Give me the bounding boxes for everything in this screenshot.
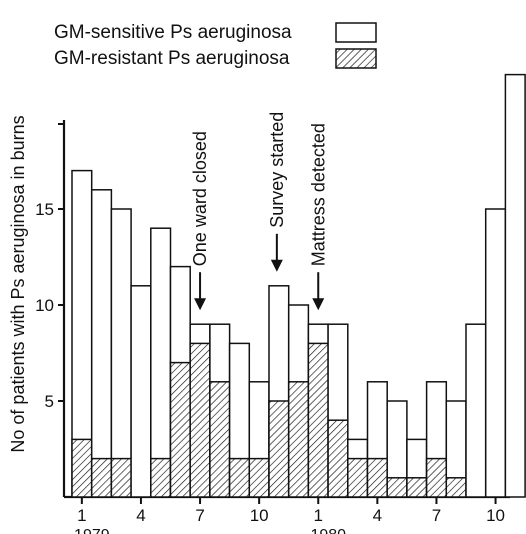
- bar-resistant-6: [171, 363, 191, 497]
- bar-resistant-11: [269, 401, 289, 497]
- y-tick-label-10: 10: [35, 296, 54, 315]
- x-tick-label-6: 7: [195, 506, 204, 525]
- y-tick-label-15: 15: [35, 200, 54, 219]
- year-label-1980: 1980: [310, 527, 346, 534]
- bar-total-4: [131, 286, 151, 497]
- legend-resistant-label: GM-resistant Ps aeruginosa: [54, 48, 290, 69]
- legend: GM-sensitive Ps aeruginosa GM-resistant …: [54, 22, 376, 69]
- annotation-arrow-head-1: [194, 298, 206, 310]
- bar-total-3: [111, 209, 131, 497]
- annotation-label-1: One ward closed: [190, 131, 210, 266]
- x-tick-label-12: 1: [314, 506, 323, 525]
- legend-sensitive-swatch: [336, 23, 376, 42]
- x-tick-label-18: 7: [432, 506, 441, 525]
- annotation-2: Survey started: [267, 112, 287, 272]
- bar-resistant-15: [348, 459, 368, 497]
- bar-resistant-3: [111, 459, 131, 497]
- x-tick-label-3: 4: [136, 506, 145, 525]
- annotation-label-3: Mattress detected: [308, 123, 328, 266]
- bar-resistant-5: [151, 459, 171, 497]
- annotation-arrow-head-2: [271, 260, 283, 272]
- legend-resistant-swatch: [336, 49, 376, 68]
- annotation-label-2: Survey started: [267, 112, 287, 228]
- bar-resistant-14: [328, 420, 348, 497]
- x-tick-labels: 1 4 7 10 1 4 7 10 1979 1980: [74, 497, 505, 534]
- bar-resistant-19: [427, 459, 447, 497]
- y-axis-label: No of patients with Ps aeruginosa in bur…: [8, 115, 28, 452]
- bar-resistant-20: [446, 478, 466, 497]
- bar-resistant-1: [72, 439, 92, 497]
- bar-resistant-17: [387, 478, 407, 497]
- bar-resistant-7: [190, 343, 210, 497]
- x-tick-label-0: 1: [77, 506, 86, 525]
- bar-total-21: [466, 324, 486, 497]
- annotation-1: One ward closed: [190, 131, 210, 310]
- bars: [72, 75, 525, 497]
- bar-resistant-10: [249, 459, 269, 497]
- year-label-1979: 1979: [74, 527, 110, 534]
- bar-resistant-16: [368, 459, 388, 497]
- annotations: One ward closed Survey started Mattress de…: [190, 112, 328, 310]
- x-tick-label-9: 10: [250, 506, 269, 525]
- bar-total-23: [505, 75, 525, 497]
- bar-resistant-12: [289, 382, 309, 497]
- bar-resistant-8: [210, 382, 230, 497]
- annotation-3: Mattress detected: [308, 123, 328, 310]
- bar-total-5: [151, 228, 171, 497]
- x-tick-label-15: 4: [373, 506, 382, 525]
- y-tick-label-5: 5: [45, 392, 54, 411]
- annotation-arrow-head-3: [312, 298, 324, 310]
- bar-resistant-13: [308, 343, 328, 497]
- legend-sensitive-label: GM-sensitive Ps aeruginosa: [54, 22, 292, 43]
- bar-resistant-18: [407, 478, 427, 497]
- bar-resistant-9: [230, 459, 250, 497]
- bar-resistant-2: [92, 459, 112, 497]
- bar-total-22: [486, 209, 506, 497]
- x-tick-label-21: 10: [486, 506, 505, 525]
- bar-total-2: [92, 190, 112, 497]
